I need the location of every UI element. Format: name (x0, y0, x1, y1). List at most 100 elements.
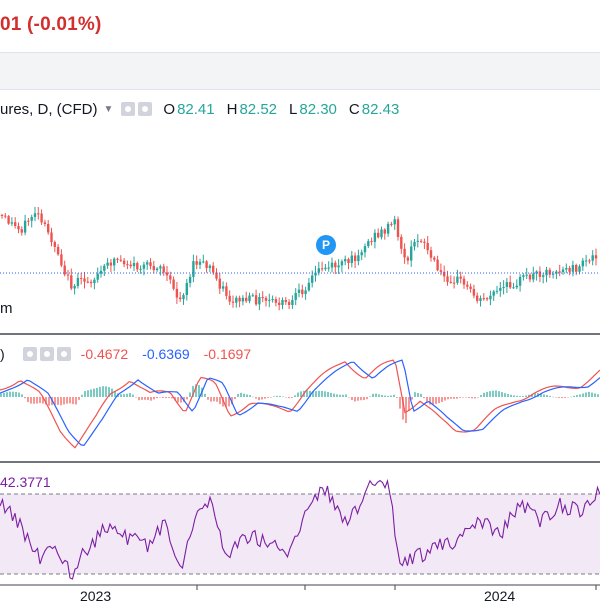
candle-body (304, 290, 307, 295)
candle-body (56, 246, 60, 255)
candle-body (142, 264, 146, 269)
histogram-bar (561, 397, 563, 399)
candle-body (80, 277, 83, 279)
histogram-bar (207, 397, 209, 400)
chevron-down-icon[interactable]: ▼ (103, 103, 114, 115)
candle-body (119, 259, 122, 261)
histogram-bar (243, 393, 245, 397)
histogram-bar (390, 395, 392, 397)
histogram-bar (270, 397, 272, 398)
histogram-bar (372, 393, 374, 397)
histogram-bar (315, 391, 317, 397)
histogram-bar (510, 394, 512, 397)
histogram-bar (159, 397, 161, 398)
candle-body (551, 273, 555, 275)
histogram-bar (474, 397, 476, 399)
histogram-bar (87, 390, 89, 397)
candle-body (565, 267, 568, 270)
histogram-bar (90, 389, 92, 397)
candle-body (452, 282, 456, 284)
candle-body (40, 213, 43, 223)
symbol-title[interactable]: ures, D, (CFD) (0, 100, 98, 118)
histogram-bar (318, 390, 320, 397)
histogram-bar (60, 397, 62, 406)
histogram-bar (555, 397, 557, 398)
histogram-bar (579, 394, 581, 397)
candle-body (489, 295, 492, 300)
ohlc-open: O 82.41 (163, 101, 214, 118)
candle-body (136, 263, 139, 270)
histogram-bar (267, 397, 269, 398)
eye-icon[interactable] (22, 347, 37, 361)
histogram-bar (573, 395, 575, 397)
gear-icon[interactable] (138, 102, 153, 116)
histogram-bar (444, 397, 446, 401)
candle-body (367, 241, 370, 247)
histogram-bar (582, 393, 584, 397)
histogram-bar (105, 386, 107, 397)
candle-body (86, 281, 89, 283)
histogram-bar (417, 393, 419, 397)
signal-value: -0.6369 (142, 346, 190, 362)
histogram-bar (249, 395, 251, 397)
candle-body (558, 271, 561, 273)
histogram-bar (237, 393, 239, 397)
candle-body (175, 288, 179, 298)
candle-body (225, 286, 228, 296)
candle-body (340, 261, 344, 266)
histogram-bar (42, 397, 44, 404)
histogram-bar (396, 397, 398, 398)
close-icon[interactable] (56, 347, 71, 361)
close-key: C (348, 100, 360, 118)
candle-body (538, 271, 542, 277)
candle-body (10, 222, 14, 224)
candle-body (591, 255, 594, 261)
candle-body (287, 301, 291, 305)
gear-icon[interactable] (39, 347, 54, 361)
histogram-bar (486, 391, 488, 397)
candle-body (584, 260, 588, 262)
candle-body (485, 298, 489, 300)
signal-line (0, 359, 600, 447)
chart-toolbar (0, 52, 600, 90)
candle-body (532, 273, 535, 280)
rsi-value: 42.3771 (0, 474, 51, 490)
x-label-2023: 2023 (80, 588, 112, 604)
histogram-bar (534, 393, 536, 397)
marker-badge[interactable]: P (316, 235, 336, 255)
histogram-bar (276, 395, 278, 397)
histogram-bar (288, 397, 290, 399)
candle-body (60, 254, 63, 266)
candle-body (396, 219, 400, 237)
eye-icon[interactable] (121, 102, 136, 116)
candle-body (254, 295, 258, 305)
candle-body (446, 276, 449, 282)
histogram-bar (492, 390, 494, 397)
histogram-bar (15, 391, 17, 397)
candle-body (165, 272, 169, 276)
candle-body (50, 232, 53, 243)
histogram-bar (21, 394, 23, 397)
histogram-bar (72, 397, 74, 405)
candle-body (380, 229, 383, 238)
candle-body (548, 269, 551, 275)
histogram-bar (438, 397, 440, 404)
candle-body (122, 260, 126, 265)
candle-body (297, 289, 301, 293)
candle-body (195, 261, 198, 265)
histogram-bar (0, 393, 2, 397)
candle-body (146, 262, 149, 265)
candle-body (159, 266, 162, 269)
histogram-bar (228, 397, 230, 407)
histogram-bar (177, 397, 179, 403)
candle-body (278, 302, 281, 305)
candle-body (281, 300, 284, 305)
candle-body (116, 258, 119, 260)
histogram-bar (588, 391, 590, 397)
close-value: 82.43 (361, 100, 400, 118)
candle-body (17, 226, 20, 230)
candle-body (301, 289, 304, 295)
histogram-bar (375, 393, 377, 397)
candle-body (449, 281, 452, 283)
